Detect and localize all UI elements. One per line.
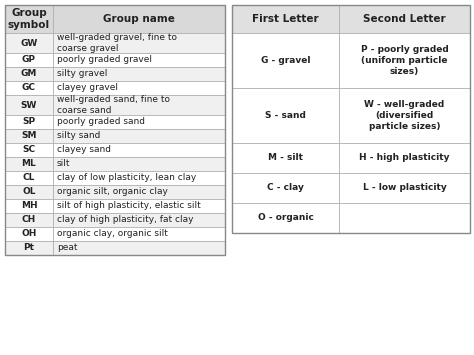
Bar [232, 173, 339, 203]
Text: GP: GP [22, 55, 36, 65]
Bar [232, 88, 339, 143]
Bar [5, 115, 53, 129]
Text: organic clay, organic silt: organic clay, organic silt [57, 229, 168, 239]
Bar [53, 213, 225, 227]
Bar [232, 5, 470, 233]
Text: organic silt, organic clay: organic silt, organic clay [57, 187, 168, 197]
Bar [5, 185, 53, 199]
Text: well-graded gravel, fine to
coarse gravel: well-graded gravel, fine to coarse grave… [57, 33, 177, 53]
Bar [5, 213, 53, 227]
Bar [53, 143, 225, 157]
Text: silt of high plasticity, elastic silt: silt of high plasticity, elastic silt [57, 202, 201, 211]
Bar [339, 5, 470, 33]
Bar [5, 5, 225, 255]
Text: clay of low plasticity, lean clay: clay of low plasticity, lean clay [57, 174, 196, 182]
Text: S - sand: S - sand [265, 111, 306, 120]
Text: W - well-graded
(diversified
particle sizes): W - well-graded (diversified particle si… [365, 100, 445, 131]
Text: clayey gravel: clayey gravel [57, 83, 118, 93]
Bar [232, 203, 339, 233]
Text: Second Letter: Second Letter [363, 14, 446, 24]
Bar [5, 129, 53, 143]
Bar [53, 33, 225, 53]
Text: well-graded sand, fine to
coarse sand: well-graded sand, fine to coarse sand [57, 95, 170, 115]
Bar [232, 5, 339, 33]
Bar [5, 53, 53, 67]
Text: GC: GC [22, 83, 36, 93]
Bar [53, 227, 225, 241]
Bar [53, 53, 225, 67]
Bar [232, 143, 339, 173]
Text: SM: SM [21, 131, 37, 141]
Text: GM: GM [21, 70, 37, 78]
Bar [5, 5, 53, 33]
Bar [53, 157, 225, 171]
Text: silt: silt [57, 159, 71, 169]
Bar [5, 95, 53, 115]
Bar [53, 95, 225, 115]
Text: poorly graded gravel: poorly graded gravel [57, 55, 152, 65]
Bar [53, 199, 225, 213]
Bar [339, 33, 470, 88]
Text: OL: OL [22, 187, 36, 197]
Bar [232, 33, 339, 88]
Bar [5, 171, 53, 185]
Text: P - poorly graded
(uniform particle
sizes): P - poorly graded (uniform particle size… [361, 45, 448, 76]
Bar [5, 33, 53, 53]
Text: G - gravel: G - gravel [261, 56, 310, 65]
Text: silty sand: silty sand [57, 131, 100, 141]
Text: MH: MH [21, 202, 37, 211]
Bar [53, 5, 225, 33]
Text: peat: peat [57, 244, 78, 252]
Text: ML: ML [22, 159, 36, 169]
Bar [5, 241, 53, 255]
Text: poorly graded sand: poorly graded sand [57, 118, 145, 126]
Bar [5, 199, 53, 213]
Text: L - low plasticity: L - low plasticity [363, 184, 447, 192]
Text: M - silt: M - silt [268, 153, 303, 163]
Text: clayey sand: clayey sand [57, 146, 111, 154]
Bar [5, 67, 53, 81]
Text: O - organic: O - organic [257, 213, 313, 223]
Bar [53, 185, 225, 199]
Text: clay of high plasticity, fat clay: clay of high plasticity, fat clay [57, 215, 193, 224]
Bar [53, 171, 225, 185]
Bar [5, 143, 53, 157]
Text: SP: SP [22, 118, 36, 126]
Text: H - high plasticity: H - high plasticity [359, 153, 450, 163]
Bar [53, 81, 225, 95]
Bar [339, 143, 470, 173]
Bar [53, 115, 225, 129]
Bar [339, 173, 470, 203]
Bar [339, 203, 470, 233]
Bar [5, 81, 53, 95]
Bar [5, 157, 53, 171]
Bar [5, 227, 53, 241]
Text: Pt: Pt [24, 244, 35, 252]
Bar [53, 67, 225, 81]
Text: C - clay: C - clay [267, 184, 304, 192]
Text: silty gravel: silty gravel [57, 70, 108, 78]
Text: SW: SW [21, 100, 37, 109]
Bar [53, 129, 225, 143]
Bar [53, 241, 225, 255]
Text: SC: SC [22, 146, 36, 154]
Text: Group
symbol: Group symbol [8, 8, 50, 30]
Text: Group name: Group name [103, 14, 175, 24]
Bar [339, 88, 470, 143]
Text: First Letter: First Letter [252, 14, 319, 24]
Text: GW: GW [20, 38, 37, 48]
Text: CH: CH [22, 215, 36, 224]
Text: CL: CL [23, 174, 35, 182]
Text: OH: OH [21, 229, 36, 239]
